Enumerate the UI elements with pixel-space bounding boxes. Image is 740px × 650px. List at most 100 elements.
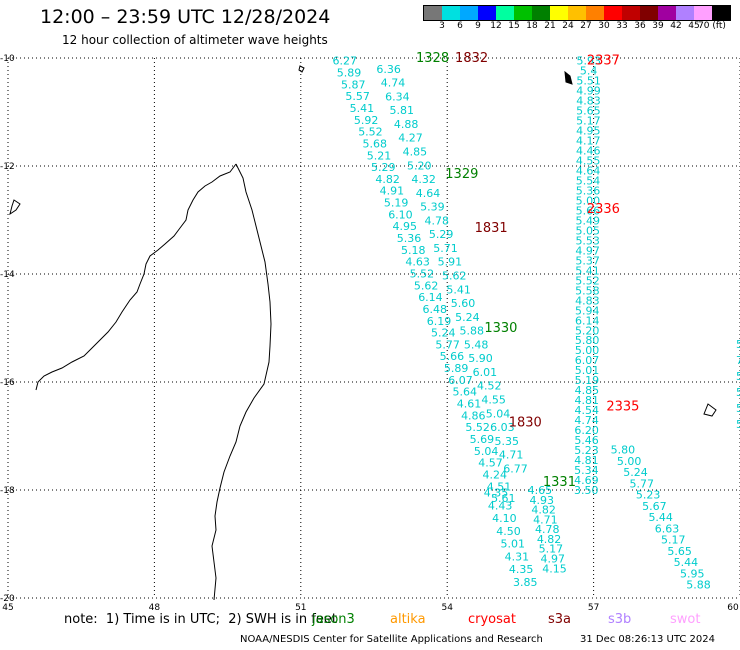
- swh-value: 4.88: [394, 118, 419, 131]
- swh-value: 5.39: [420, 201, 445, 214]
- swh-value: 4.74: [574, 414, 599, 427]
- swh-value: 5.80: [575, 334, 600, 347]
- pass-time-label: 2335: [606, 399, 639, 414]
- footnote: note: 1) Time is in UTC; 2) SWH is in fe…: [64, 612, 337, 627]
- colorbar-swatch: [442, 6, 460, 20]
- colorbar-swatch: [694, 6, 712, 20]
- swh-value-edge: 7: [736, 354, 740, 367]
- chart-subtitle: 12 hour collection of altimeter wave hei…: [62, 33, 328, 47]
- swh-value: 4.82: [375, 173, 400, 186]
- swh-value: 4.55: [576, 155, 601, 168]
- generation-timestamp: 31 Dec 08:26:13 UTC 2024: [580, 634, 715, 645]
- swh-value: 6.01: [473, 366, 498, 379]
- swh-value: 5.60: [451, 297, 476, 310]
- satellite-legend-item: s3b: [608, 612, 632, 627]
- swh-value: 6.20: [574, 424, 599, 437]
- swh-value: 4.97: [575, 244, 600, 257]
- swh-value: 5.04: [474, 445, 499, 458]
- swh-value: 5.65: [667, 545, 692, 558]
- swh-value: 5.80: [611, 444, 636, 457]
- swh-value: 5.91: [438, 256, 463, 269]
- swh-value: 5.19: [575, 374, 600, 387]
- swh-value: 4.82: [531, 504, 556, 517]
- swh-value: 5.61: [491, 492, 516, 505]
- colorbar-swatch: [532, 6, 550, 20]
- swh-value: 5.52: [575, 274, 600, 287]
- swh-value: 5.35: [495, 435, 520, 448]
- swh-value: 5.20: [407, 159, 432, 172]
- colorbar-swatch: [676, 6, 694, 20]
- swh-value: 5.17: [576, 115, 601, 128]
- swh-value: 4.63: [405, 256, 430, 269]
- lon-tick-label: 45: [2, 603, 13, 613]
- swh-value: 5.93: [576, 55, 601, 68]
- swh-value-edge: 5: [736, 338, 740, 351]
- lat-tick-label: -10: [0, 54, 15, 64]
- swh-value: 5.41: [575, 264, 600, 277]
- swh-value: 4.61: [457, 398, 482, 411]
- swh-value: 4.95: [576, 125, 601, 138]
- swh-value: 5.01: [500, 538, 525, 551]
- swh-value: 5.88: [686, 579, 711, 592]
- swh-value: 6.14: [418, 291, 443, 304]
- swh-value: 5.19: [384, 197, 409, 210]
- swh-value: 5.01: [575, 364, 600, 377]
- colorbar-label: 21: [544, 21, 556, 31]
- swh-value: 4.95: [392, 220, 417, 233]
- colorbar-swatch: [478, 6, 496, 20]
- swh-value: 5.77: [630, 477, 655, 490]
- swh-value: 6.10: [388, 208, 413, 221]
- swh-value: 5.64: [452, 386, 477, 399]
- swh-value: 4.64: [416, 187, 441, 200]
- swh-value: 5.44: [648, 511, 673, 524]
- swh-value: 5.77: [435, 338, 460, 351]
- swh-value: 4.35: [509, 563, 534, 576]
- colorbar-label: 33: [616, 21, 628, 31]
- swh-value: 4.71: [533, 513, 558, 526]
- swh-value: 4.81: [575, 394, 600, 407]
- swh-value: 5.67: [642, 500, 667, 513]
- swh-value: 5.66: [440, 350, 465, 363]
- swh-value: 3.50: [574, 484, 599, 497]
- swh-value: 4.64: [576, 165, 601, 178]
- colorbar-label: 3: [439, 21, 445, 31]
- swh-value: 5.95: [680, 567, 705, 580]
- lon-tick-label: 48: [149, 603, 161, 613]
- colorbar-swatch: [586, 6, 604, 20]
- madagascar-coastline: [9, 65, 717, 601]
- colorbar-label: 27: [580, 21, 592, 31]
- lat-tick-label: -20: [0, 594, 15, 604]
- swh-value: 4.97: [540, 553, 565, 566]
- swh-value: 5.00: [576, 194, 601, 207]
- swh-value: 4.32: [411, 173, 436, 186]
- swh-value: 4.65: [528, 484, 553, 497]
- swh-value: 5.94: [575, 304, 600, 317]
- swh-value: 4.46: [576, 145, 601, 158]
- swh-value-edge: 5: [736, 370, 740, 383]
- swh-value: 4.85: [403, 145, 428, 158]
- colorbar-label: 36: [634, 21, 646, 31]
- lon-tick-label: 60: [727, 603, 739, 613]
- satellite-legend-item: jason3: [312, 612, 355, 627]
- swh-value: 4.35: [484, 487, 509, 500]
- swh-value: 6.36: [376, 63, 401, 76]
- swh-value: 5.89: [337, 67, 362, 80]
- swh-value: 4.31: [505, 550, 530, 563]
- pass-time-label: 2337: [587, 54, 620, 69]
- swh-value-edge: 5: [736, 386, 740, 399]
- swh-value: 4.55: [481, 394, 506, 407]
- swh-value: 5.21: [367, 149, 392, 162]
- colorbar-label: 12: [490, 21, 502, 31]
- swh-value: 5.17: [661, 534, 686, 547]
- swh-value: 5.36: [576, 184, 601, 197]
- swh-value: 5.71: [433, 242, 458, 255]
- swh-value: 4.50: [496, 525, 521, 538]
- swh-value: 4.86: [461, 409, 486, 422]
- swh-value: 5.20: [575, 324, 600, 337]
- swh-value: 4.78: [535, 523, 560, 536]
- swh-value: 5.69: [470, 433, 495, 446]
- swh-value: 5.87: [341, 78, 366, 91]
- swh-value: 5.29: [371, 161, 396, 174]
- swh-value: 5.52: [358, 126, 383, 139]
- swh-value: 5.34: [574, 464, 599, 477]
